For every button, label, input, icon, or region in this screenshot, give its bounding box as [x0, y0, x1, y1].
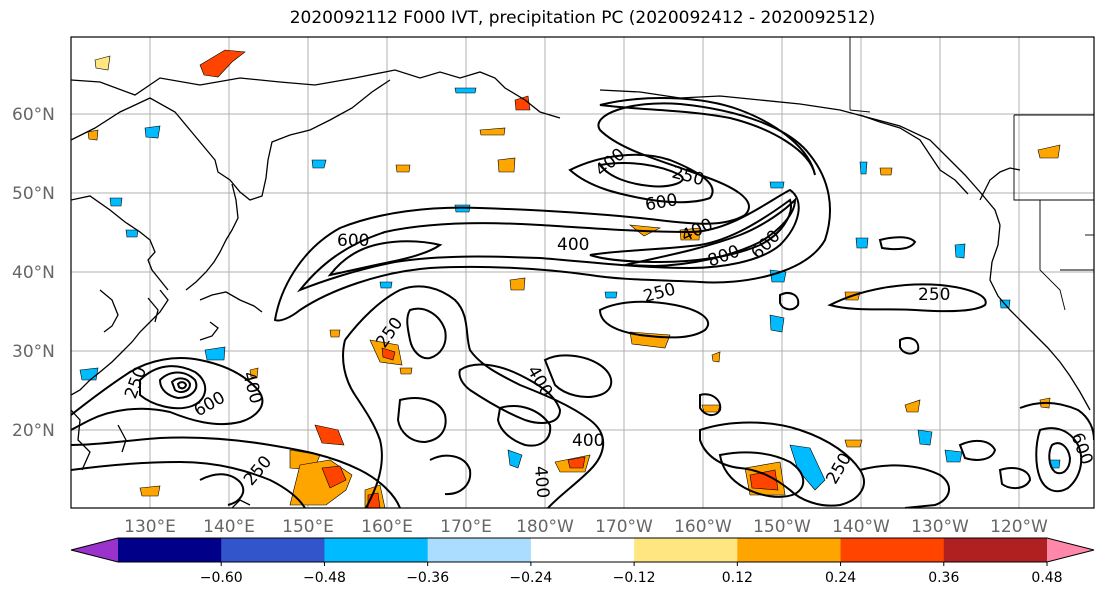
lon-label: 180°W	[516, 517, 574, 537]
colorbar-segment	[634, 538, 738, 562]
latitude-labels: 60°N 50°N 40°N 30°N 20°N	[12, 105, 55, 441]
colorbar-segment	[221, 538, 325, 562]
colorbar-tick-label: −0.12	[613, 570, 656, 586]
contour-label: 250	[918, 285, 950, 305]
borders	[849, 37, 1094, 311]
colorbar-tick-label: −0.60	[200, 570, 243, 586]
colorbar-segment	[427, 538, 532, 562]
longitude-labels: 130°E 140°E 150°E 160°E 170°E 180°W 170°…	[124, 517, 1048, 537]
ivt-contours	[71, 97, 1094, 508]
map-frame	[70, 36, 1095, 509]
colorbar: −0.60 −0.48 −0.36 −0.24 −0.12 0.12 0.24 0.36 0.4…	[70, 537, 1095, 586]
lon-label: 150°W	[753, 517, 811, 537]
lon-label: 130°E	[124, 517, 176, 537]
colorbar-tick-label: −0.24	[509, 570, 552, 586]
lon-label: 130°W	[911, 517, 969, 537]
precip-negative-areas	[79, 87, 1061, 491]
contour-label: 400	[530, 465, 553, 499]
lat-label-60n: 60°N	[12, 105, 55, 125]
lat-label-40n: 40°N	[12, 263, 55, 283]
colorbar-tick-label: 0.36	[928, 570, 959, 586]
contour-label: 400	[557, 235, 589, 255]
colorbar-segment	[840, 538, 945, 562]
lon-label: 160°W	[674, 517, 732, 537]
colorbar-outline	[70, 537, 1095, 563]
colorbar-tick-label: −0.48	[303, 570, 346, 586]
contour-label: 400	[572, 431, 604, 451]
colorbar-tick-label: 0.12	[722, 570, 753, 586]
map-title: 2020092112 F000 IVT, precipitation PC (2…	[289, 8, 876, 28]
colorbar-segment	[943, 538, 1048, 562]
lon-label: 160°E	[361, 517, 413, 537]
colorbar-tick-label: 0.48	[1031, 570, 1062, 586]
lon-label: 150°E	[282, 517, 334, 537]
coastlines	[71, 69, 1091, 508]
colorbar-tick-label: −0.36	[406, 570, 449, 586]
lon-label: 170°W	[595, 517, 653, 537]
colorbar-tick-label: 0.24	[825, 570, 856, 586]
lon-label: 140°W	[832, 517, 890, 537]
lon-label: 170°E	[440, 517, 492, 537]
colorbar-segment	[737, 538, 842, 562]
lon-label: 120°W	[990, 517, 1048, 537]
lat-label-50n: 50°N	[12, 184, 55, 204]
colorbar-extend-max	[1047, 538, 1094, 562]
colorbar-segment	[324, 538, 429, 562]
contour-label: 600	[337, 231, 369, 251]
lat-label-20n: 20°N	[12, 421, 55, 441]
colorbar-extend-min	[71, 538, 118, 562]
colorbar-segment	[118, 538, 222, 562]
colorbar-segment	[530, 538, 635, 562]
lat-label-30n: 30°N	[12, 342, 55, 362]
lon-label: 140°E	[203, 517, 255, 537]
map-area: 400 250 600 600 400 400 800 600 250 250 …	[71, 37, 1094, 508]
